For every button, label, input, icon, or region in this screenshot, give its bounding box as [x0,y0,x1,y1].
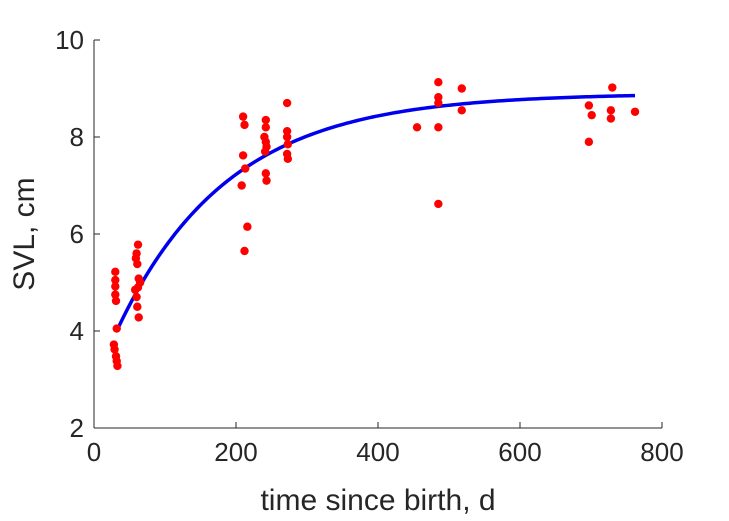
data-point [260,147,270,156]
data-point [457,106,466,115]
data-point [111,296,121,306]
data-point [111,290,120,299]
data-point [282,132,292,142]
data-point [282,98,292,108]
data-point [240,246,249,256]
data-point [608,83,617,92]
data-points-layer [109,77,640,371]
x-tick-label: 400 [356,437,399,467]
data-point [434,77,443,87]
data-point [434,98,443,108]
data-point [237,181,246,190]
data-point [110,345,119,354]
x-tick-label: 200 [214,437,257,467]
data-point [262,176,271,185]
data-point [282,126,292,136]
data-point [238,151,248,160]
data-point [112,324,121,333]
x-tick-label: 0 [87,437,101,467]
data-point [457,84,466,93]
fit-curve-layer [115,93,636,332]
data-point [434,93,443,102]
data-point [434,123,443,132]
data-point [606,114,616,123]
data-point [130,285,140,294]
data-point [434,199,443,209]
data-point [587,110,596,120]
y-tick-label: 10 [55,25,84,55]
data-point [133,240,143,249]
y-tick-label: 6 [70,219,84,249]
data-point [584,137,594,147]
data-point [606,106,616,115]
y-tick-label: 8 [70,122,84,152]
data-point [111,267,120,277]
data-point [261,169,271,178]
data-point [111,282,120,291]
x-tick-label: 600 [498,437,541,467]
data-point [243,222,252,231]
data-point [111,275,120,285]
y-ticks: 2 4 6 8 10 [55,25,100,443]
data-point [134,313,143,322]
data-point [133,259,142,269]
data-point [261,123,271,132]
fit-curve [115,93,636,332]
data-point [113,361,122,371]
data-point [283,140,293,149]
data-point [283,154,293,164]
data-point [630,107,640,116]
data-point [238,112,248,121]
y-tick-label: 2 [70,413,84,443]
data-point [584,101,594,110]
x-axis-label: time since birth, d [260,484,495,517]
x-tick-label: 800 [640,437,683,467]
data-point [261,115,271,125]
data-point [412,123,422,132]
x-ticks: 0 200 400 600 800 [87,422,684,467]
data-point [240,120,249,130]
data-point [241,164,250,173]
y-tick-label: 4 [70,316,84,346]
data-point [132,292,141,302]
y-axis-label: SVL, cm [8,177,41,290]
data-point [133,302,142,311]
